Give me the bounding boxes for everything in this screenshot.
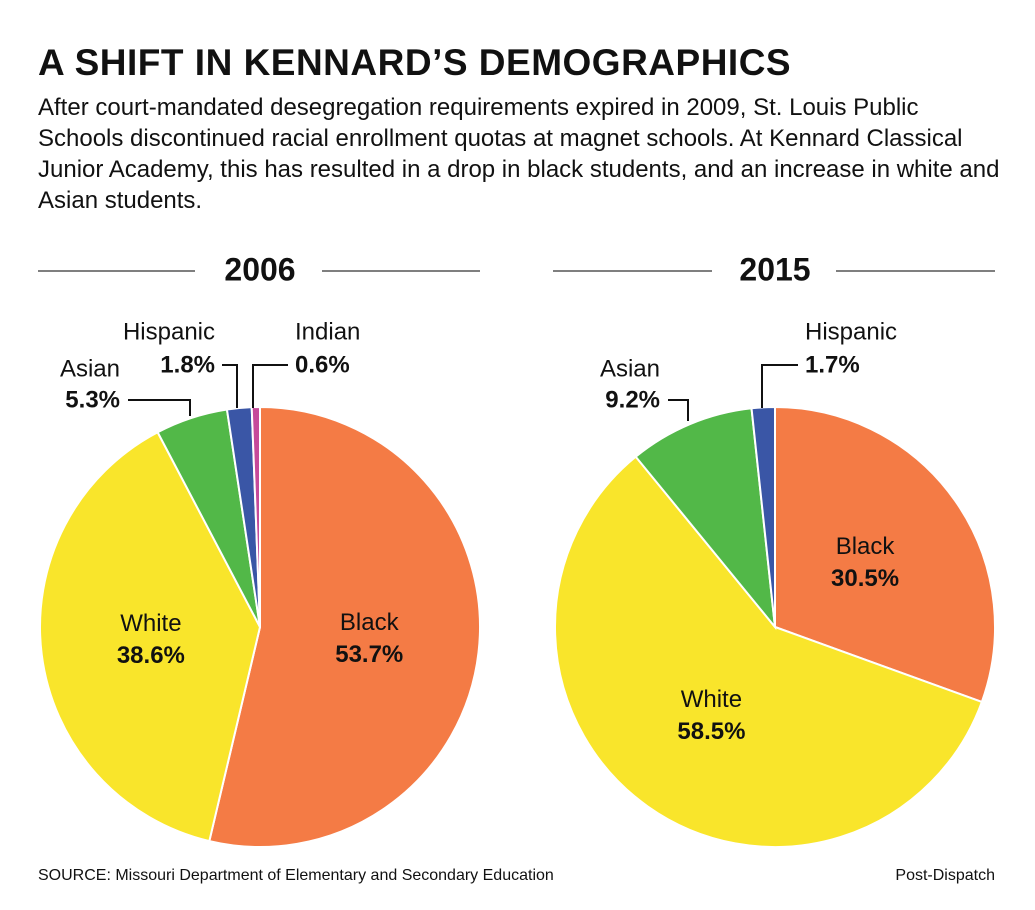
slice-value: 9.2%: [605, 386, 660, 413]
pie-slice: [634, 407, 777, 631]
slice-value: 0.6%: [295, 351, 350, 378]
slice-name: Indian: [295, 318, 360, 345]
slice-value: 5.3%: [65, 386, 120, 413]
leader-line: [668, 399, 689, 421]
slice-name: Hispanic: [123, 318, 215, 345]
slice-value: 38.6%: [117, 642, 185, 669]
slice-name: White: [120, 610, 181, 637]
slice-name: Hispanic: [805, 318, 897, 345]
slice-name: White: [681, 686, 742, 713]
slice-value: 30.5%: [831, 565, 899, 592]
slice-name: Black: [340, 609, 400, 636]
leader-line: [761, 364, 798, 408]
slice-value: 1.7%: [805, 351, 860, 378]
pie-title: 2006: [224, 251, 295, 287]
source: SOURCE: Missouri Department of Elementar…: [38, 867, 554, 884]
slice-value: 58.5%: [677, 718, 745, 745]
slice-name: Asian: [600, 355, 660, 382]
leader-line: [252, 364, 288, 408]
pie-slice: [750, 405, 776, 628]
slice-name: Black: [836, 533, 896, 560]
pie-slice: [774, 405, 996, 704]
pie-slice: [554, 455, 984, 848]
slice-value: 1.8%: [160, 351, 215, 378]
pie-slice: [39, 430, 262, 843]
subtitle: After court-mandated desegregation requi…: [38, 94, 1000, 214]
credit: Post-Dispatch: [895, 867, 995, 884]
leader-line: [222, 364, 238, 408]
slice-value: 53.7%: [335, 641, 403, 668]
slice-name: Asian: [60, 355, 120, 382]
leader-line: [128, 399, 191, 416]
title: A SHIFT IN KENNARD’S DEMOGRAPHICS: [38, 42, 792, 83]
pie-slice: [208, 405, 481, 848]
pie-title: 2015: [739, 251, 810, 287]
pie-slice: [250, 405, 261, 628]
